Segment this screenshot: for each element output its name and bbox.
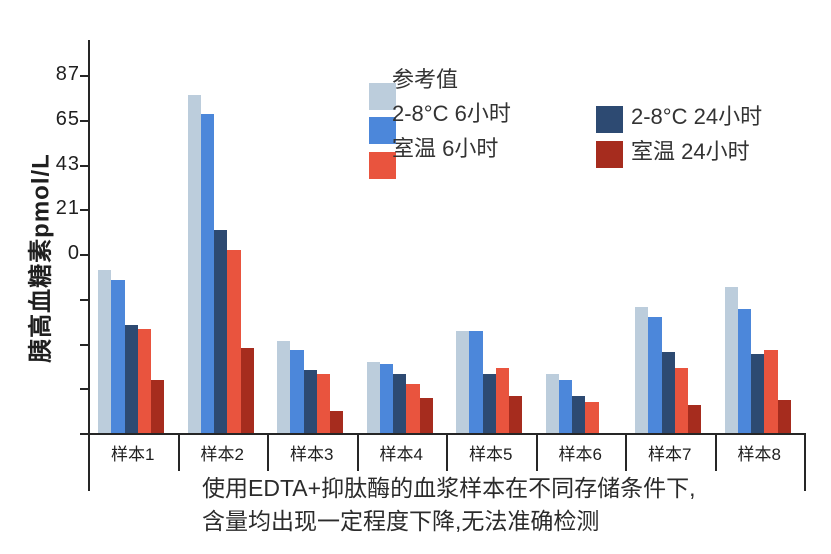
bar: [151, 380, 165, 433]
legend-label: 室温 24小时: [631, 139, 750, 164]
legend-label: 2-8°C 6小时: [392, 101, 511, 126]
y-tick-mark: [80, 164, 88, 167]
bar: [585, 402, 599, 433]
bar: [777, 400, 791, 433]
bar: [724, 286, 738, 433]
y-tick-label: 21: [55, 197, 80, 220]
legend-swatch: [369, 83, 396, 110]
bar: [751, 353, 765, 433]
bar: [379, 363, 394, 433]
bar: [290, 349, 304, 433]
bar: [648, 317, 662, 433]
bar: [469, 331, 483, 433]
caption-line-2: 含量均出现一定程度下降,无法准确检测: [202, 508, 600, 534]
y-tick-mark: [80, 254, 88, 256]
bar: [406, 384, 420, 433]
bar: [674, 367, 689, 433]
bar: [330, 410, 344, 433]
bar: [137, 329, 152, 433]
bar: [482, 374, 496, 433]
bar: [240, 347, 254, 433]
x-category-label: 样本1: [111, 445, 155, 464]
bar: [200, 113, 215, 433]
chart-caption: 使用EDTA+抑肽酶的血浆样本在不同存储条件下, 含量均出现一定程度下降,无法准…: [202, 472, 695, 538]
sample-cell-divider: [446, 435, 448, 471]
bar: [227, 249, 241, 433]
sample-cell-divider: [356, 435, 359, 471]
legend-label: 室温 6小时: [392, 136, 499, 161]
y-axis-line: [88, 40, 90, 435]
bar: [419, 398, 433, 433]
y-tick-label: 87: [55, 63, 80, 85]
legend-swatch: [369, 117, 396, 144]
sample-cell-divider: [88, 435, 90, 491]
legend-swatch: [596, 106, 623, 133]
bar: [187, 95, 201, 433]
legend-label: 参考值: [392, 67, 459, 92]
bar: [572, 396, 586, 433]
bar: [393, 374, 407, 433]
x-category-label: 样本7: [648, 445, 692, 464]
sample-cell-divider: [177, 435, 180, 471]
x-category-label: 样本5: [469, 445, 513, 464]
sample-cell-divider: [267, 435, 269, 471]
bar: [366, 361, 380, 433]
y-tick-label: 0: [67, 242, 80, 264]
bar: [688, 404, 702, 433]
bar: [661, 351, 675, 433]
bar: [277, 341, 291, 433]
sample-cell-divider: [535, 435, 538, 471]
y-tick-label: 65: [55, 107, 80, 130]
x-category-label: 样本2: [200, 445, 244, 464]
bar: [98, 270, 112, 433]
y-tick-label: 43: [55, 152, 80, 175]
bar: [509, 396, 523, 433]
bar: [214, 229, 228, 433]
sample-cell-divider: [714, 435, 717, 471]
y-tick-mark: [80, 209, 88, 212]
y-tick-mark: [80, 75, 88, 77]
bar: [124, 325, 138, 433]
bar: [737, 308, 752, 433]
caption-line-1: 使用EDTA+抑肽酶的血浆样本在不同存储条件下,: [202, 475, 696, 501]
x-category-label: 样本3: [290, 445, 334, 464]
y-tick-mark: [80, 433, 88, 435]
y-tick-mark: [80, 388, 88, 391]
y-tick-mark: [80, 119, 88, 122]
bar: [545, 374, 559, 433]
sample-cell-divider: [804, 435, 806, 491]
bar: [764, 349, 778, 433]
x-category-label: 样本8: [737, 445, 781, 464]
x-axis-line: [88, 433, 806, 435]
bar: [456, 331, 470, 433]
legend-label: 2-8°C 24小时: [631, 104, 763, 129]
legend-swatch: [596, 141, 623, 168]
bar: [558, 380, 573, 433]
sample-cell-divider: [625, 435, 627, 471]
legend-swatch: [369, 152, 396, 179]
bar: [111, 280, 125, 433]
bar: [316, 374, 331, 433]
x-category-label: 样本6: [558, 445, 602, 464]
y-tick-mark: [80, 298, 88, 301]
bar: [303, 369, 317, 433]
bar: [635, 306, 649, 433]
y-tick-mark: [80, 343, 88, 346]
x-category-label: 样本4: [379, 445, 423, 464]
bar: [495, 367, 510, 433]
